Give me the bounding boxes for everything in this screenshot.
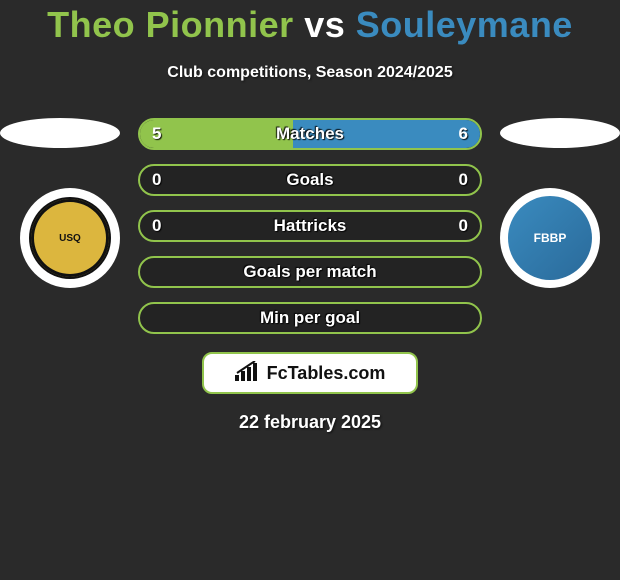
brand-badge: FcTables.com	[202, 352, 418, 394]
silhouette-right	[500, 118, 620, 148]
club-crest-right: FBBP	[508, 196, 592, 280]
club-badge-left: USQ	[20, 188, 120, 288]
stat-label: Goals	[140, 166, 480, 194]
club-initials-right: FBBP	[534, 231, 567, 245]
stat-label: Matches	[140, 120, 480, 148]
club-crest-left: USQ	[31, 199, 109, 277]
stat-label: Min per goal	[140, 304, 480, 332]
stats-bars: 56Matches 00Goals 00Hattricks Goals per mat…	[138, 118, 482, 334]
stat-bar-mpg: Min per goal	[138, 302, 482, 334]
player1-name: Theo Pionnier	[47, 4, 294, 45]
brand-text: FcTables.com	[267, 363, 386, 384]
stat-bar-matches: 56Matches	[138, 118, 482, 150]
stat-bar-goals: 00Goals	[138, 164, 482, 196]
club-initials-left: USQ	[59, 233, 81, 244]
main-panel: USQ FBBP 56Matches 00Goals 00Hattricks Goal…	[0, 118, 620, 433]
subtitle: Club competitions, Season 2024/2025	[0, 64, 620, 82]
stat-bar-hattricks: 00Hattricks	[138, 210, 482, 242]
date-text: 22 february 2025	[0, 412, 620, 433]
silhouette-left	[0, 118, 120, 148]
stat-label: Goals per match	[140, 258, 480, 286]
club-badge-right: FBBP	[500, 188, 600, 288]
stat-label: Hattricks	[140, 212, 480, 240]
bar-chart-icon	[235, 361, 261, 386]
player2-name: Souleymane	[356, 4, 573, 45]
stat-bar-gpm: Goals per match	[138, 256, 482, 288]
comparison-title: Theo Pionnier vs Souleymane	[0, 0, 620, 46]
vs-text: vs	[304, 4, 345, 45]
